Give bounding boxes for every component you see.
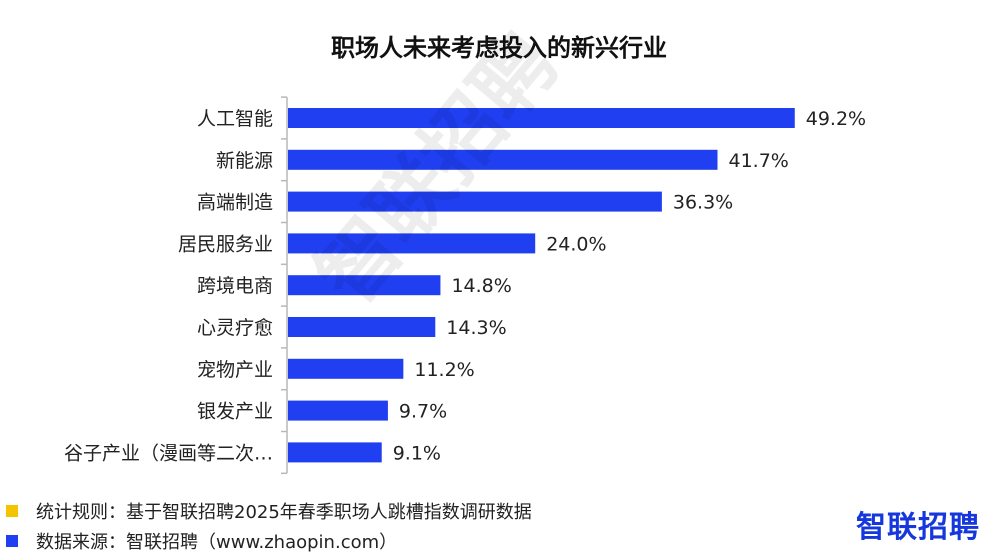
- value-label: 11.2%: [414, 359, 474, 381]
- category-label: 谷子产业（漫画等二次…: [64, 442, 273, 464]
- value-label: 41.7%: [729, 150, 789, 172]
- value-label: 49.2%: [806, 108, 866, 130]
- value-label: 9.1%: [393, 442, 441, 464]
- bar: [288, 400, 388, 421]
- category-label: 新能源: [216, 150, 273, 172]
- category-label: 宠物产业: [197, 359, 273, 381]
- value-label: 14.3%: [446, 317, 506, 339]
- category-label: 人工智能: [197, 108, 273, 130]
- bar: [288, 442, 382, 463]
- category-label: 银发产业: [197, 401, 273, 423]
- bar: [288, 317, 436, 337]
- chart-title: 职场人未来考虑投入的新兴行业: [331, 34, 667, 62]
- brand-logo: 智联招聘: [856, 510, 980, 545]
- value-label: 9.7%: [399, 401, 447, 423]
- note-marker-icon: [6, 535, 18, 547]
- value-label: 14.8%: [451, 275, 511, 297]
- note-source-text: 数据来源：智联招聘（www.zhaopin.com）: [36, 532, 398, 553]
- note-marker-icon: [6, 505, 18, 517]
- bar: [288, 275, 441, 296]
- value-label: 36.3%: [673, 192, 733, 214]
- bar: [288, 108, 795, 128]
- note-stat-rule-text: 统计规则：基于智联招聘2025年春季职场人跳槽指数调研数据: [36, 502, 532, 523]
- note-source: 数据来源：智联招聘（www.zhaopin.com）: [6, 528, 397, 554]
- bar: [288, 149, 718, 170]
- category-label: 心灵疗愈: [197, 317, 273, 339]
- note-stat-rule: 统计规则：基于智联招聘2025年春季职场人跳槽指数调研数据: [6, 498, 532, 524]
- category-label: 跨境电商: [197, 275, 273, 297]
- bar: [288, 233, 536, 254]
- bar: [288, 358, 404, 379]
- category-label: 高端制造: [197, 192, 273, 214]
- category-label: 居民服务业: [178, 233, 273, 255]
- bar: [288, 191, 662, 212]
- value-label: 24.0%: [546, 233, 606, 255]
